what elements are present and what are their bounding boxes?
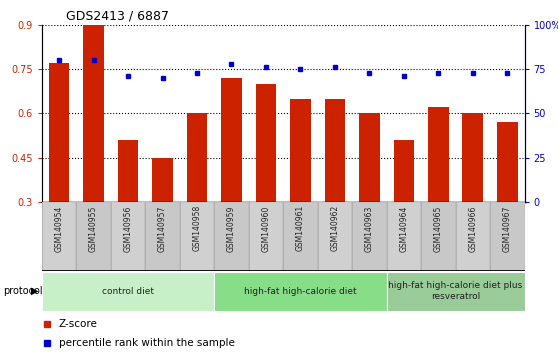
Bar — [256, 84, 276, 202]
Text: protocol: protocol — [3, 286, 42, 296]
Bar — [214, 272, 387, 311]
Bar — [186, 113, 208, 202]
Text: GSM140964: GSM140964 — [400, 205, 408, 252]
Bar — [359, 113, 379, 202]
Text: high-fat high-calorie diet: high-fat high-calorie diet — [244, 287, 357, 296]
Bar — [421, 202, 455, 271]
Text: GDS2413 / 6887: GDS2413 / 6887 — [66, 9, 169, 22]
Bar — [145, 202, 180, 271]
Bar — [387, 272, 525, 311]
Text: GSM140957: GSM140957 — [158, 205, 167, 252]
Text: GSM140958: GSM140958 — [193, 205, 201, 251]
Bar — [214, 202, 249, 271]
Bar — [42, 272, 214, 311]
Bar — [111, 202, 145, 271]
Bar — [283, 202, 318, 271]
Text: GSM140961: GSM140961 — [296, 205, 305, 251]
Bar — [455, 202, 490, 271]
Text: GSM140959: GSM140959 — [227, 205, 236, 252]
Bar — [428, 107, 449, 202]
Text: ▶: ▶ — [31, 286, 38, 296]
Bar — [393, 140, 414, 202]
Bar — [180, 202, 214, 271]
Text: high-fat high-calorie diet plus
resveratrol: high-fat high-calorie diet plus resverat… — [388, 281, 523, 301]
Text: GSM140954: GSM140954 — [55, 205, 64, 252]
Bar — [249, 202, 283, 271]
Text: GSM140966: GSM140966 — [468, 205, 477, 252]
Bar — [463, 113, 483, 202]
Text: GSM140960: GSM140960 — [262, 205, 271, 252]
Bar — [118, 140, 138, 202]
Bar — [325, 98, 345, 202]
Bar — [42, 202, 76, 271]
Bar — [49, 63, 69, 202]
Bar — [290, 98, 311, 202]
Bar — [152, 158, 173, 202]
Bar — [490, 202, 525, 271]
Text: GSM140962: GSM140962 — [330, 205, 339, 251]
Bar — [387, 202, 421, 271]
Bar — [497, 122, 518, 202]
Text: Z-score: Z-score — [59, 319, 98, 329]
Bar — [76, 202, 111, 271]
Bar — [83, 25, 104, 202]
Text: GSM140955: GSM140955 — [89, 205, 98, 252]
Text: GSM140963: GSM140963 — [365, 205, 374, 252]
Bar — [352, 202, 387, 271]
Text: GSM140967: GSM140967 — [503, 205, 512, 252]
Text: GSM140956: GSM140956 — [123, 205, 133, 252]
Text: percentile rank within the sample: percentile rank within the sample — [59, 338, 234, 348]
Text: control diet: control diet — [102, 287, 154, 296]
Bar — [221, 78, 242, 202]
Text: GSM140965: GSM140965 — [434, 205, 443, 252]
Bar — [318, 202, 352, 271]
